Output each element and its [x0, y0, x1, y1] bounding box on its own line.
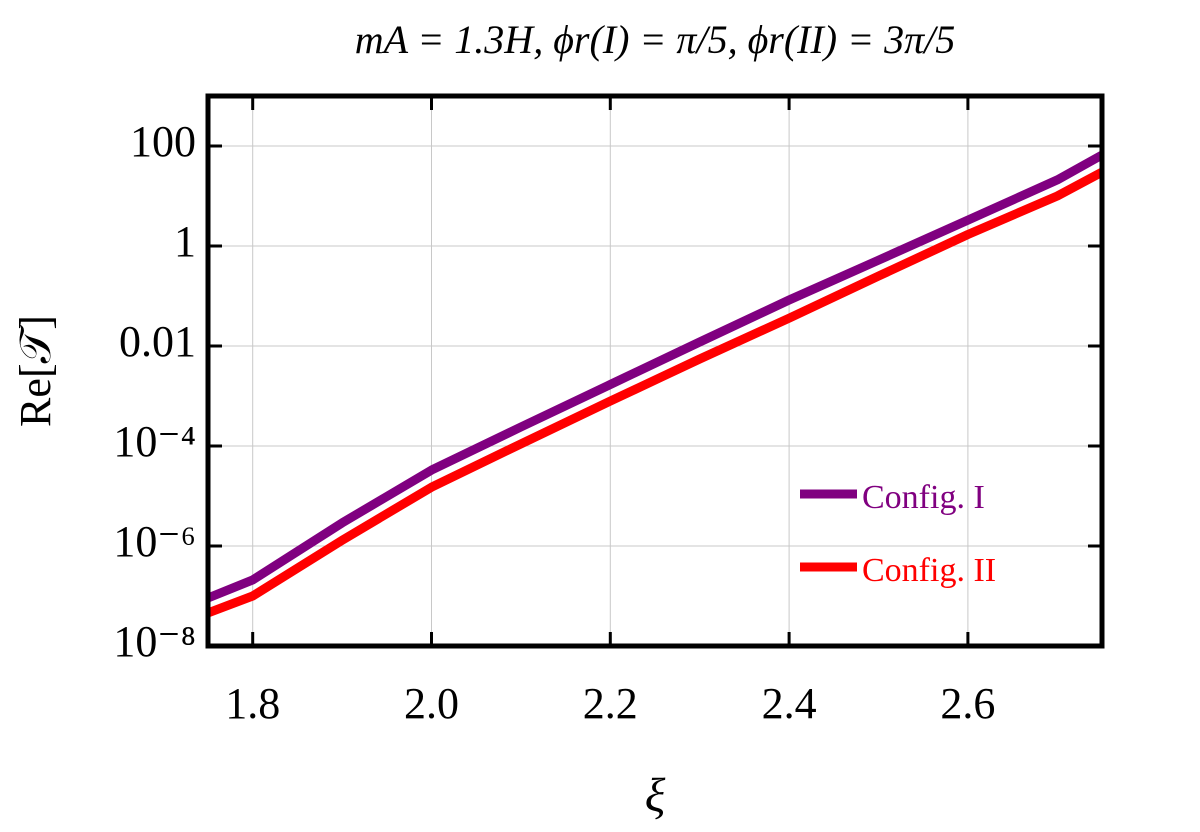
- series-line: [206, 151, 1105, 603]
- plot-frame: [205, 93, 1105, 649]
- x-tick-label: 2.4: [762, 679, 817, 728]
- x-tick-label: 2.0: [404, 679, 459, 728]
- y-tick-label: 0.01: [119, 317, 196, 366]
- y-tick-label: 10⁻⁴: [113, 417, 196, 466]
- plot-lines: [206, 151, 1105, 618]
- grid: [208, 96, 1102, 647]
- chart-title: mA = 1.3H, ϕr(I) = π/5, ϕr(II) = 3π/5: [355, 17, 956, 62]
- x-axis-label: ξ: [645, 769, 666, 822]
- legend-label: Config. I: [862, 479, 985, 516]
- y-tick-label: 10⁻⁸: [113, 617, 196, 666]
- y-tick-label: 10⁻⁶: [113, 517, 196, 566]
- series-line: [206, 168, 1105, 618]
- x-tick-label: 1.8: [225, 679, 280, 728]
- y-axis-label: Re[𝒯]: [11, 315, 60, 427]
- y-tick-label: 1: [174, 217, 196, 266]
- x-tick-label: 2.2: [583, 679, 638, 728]
- x-tick-label: 2.6: [940, 679, 995, 728]
- legend-label: Config. II: [862, 552, 996, 589]
- y-tick-label: 100: [130, 117, 196, 166]
